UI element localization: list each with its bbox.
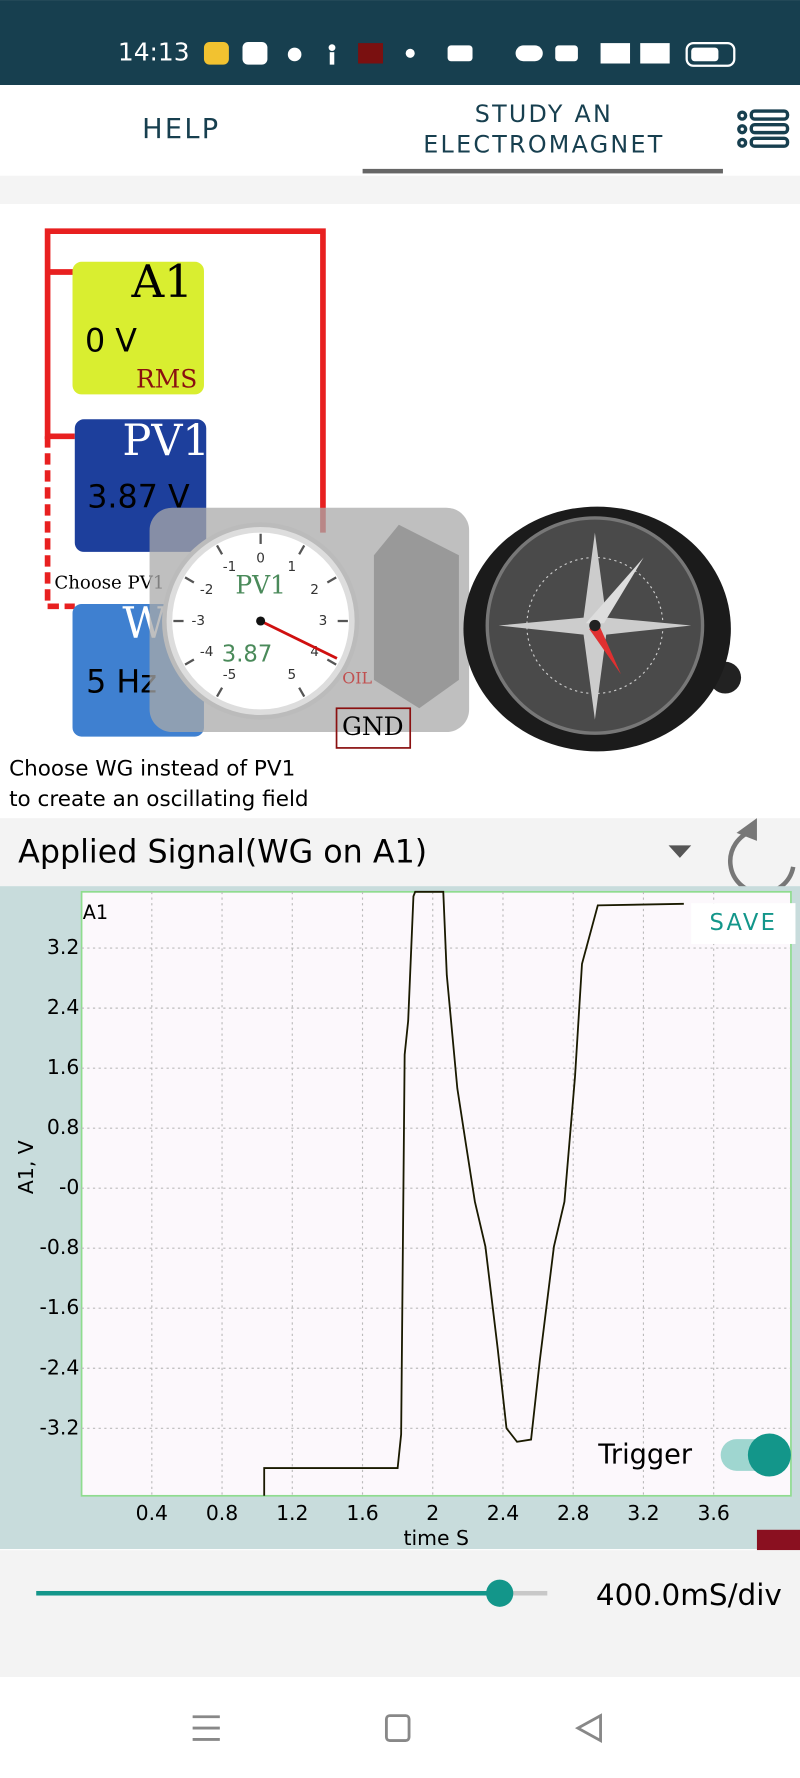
gauge-tick bbox=[184, 576, 195, 584]
x-tick-label: 2.8 bbox=[557, 1501, 589, 1525]
gauge-tick-label: 1 bbox=[287, 559, 296, 575]
y-tick-label: -0.8 bbox=[40, 1235, 80, 1259]
a1-value: 0 V bbox=[85, 323, 137, 359]
gauge-tick-label: 2 bbox=[310, 582, 319, 598]
gauge-hub bbox=[256, 616, 266, 626]
divider bbox=[0, 175, 800, 205]
signal-line bbox=[263, 890, 684, 1496]
plot-header bbox=[0, 818, 800, 887]
gauge-tick bbox=[326, 658, 337, 666]
y-tick-label: 1.6 bbox=[47, 1055, 79, 1079]
y-tick-label: 0.8 bbox=[47, 1115, 79, 1139]
a1-mode: RMS bbox=[136, 364, 197, 393]
x-tick-label: 1.6 bbox=[346, 1501, 378, 1525]
plot-area bbox=[80, 890, 792, 1497]
nav-bar bbox=[0, 1677, 800, 1778]
gauge-tick bbox=[298, 687, 306, 698]
trigger-knob bbox=[747, 1433, 791, 1477]
reset-button[interactable] bbox=[728, 828, 796, 896]
gauge-tick-label: -3 bbox=[192, 613, 206, 629]
gauge-needle bbox=[260, 619, 338, 660]
help-tab[interactable]: HELP bbox=[142, 114, 220, 145]
study-tab[interactable]: ELECTROMAGNET bbox=[423, 131, 664, 159]
dropdown-arrow[interactable] bbox=[668, 845, 692, 858]
y-tick-label: 2.4 bbox=[47, 995, 79, 1019]
y-tick-label: -1.6 bbox=[40, 1295, 80, 1319]
x-axis-label: time S bbox=[404, 1526, 469, 1550]
menu-button[interactable] bbox=[737, 109, 790, 148]
slider-fill bbox=[36, 1590, 500, 1596]
gnd-label: GND bbox=[342, 712, 404, 741]
y-axis-label: A1, V bbox=[14, 1140, 38, 1194]
knob[interactable] bbox=[373, 524, 459, 709]
gauge-tick-label: -4 bbox=[200, 644, 214, 660]
compass bbox=[463, 506, 742, 752]
y-tick-label: 3.2 bbox=[47, 935, 79, 959]
clock: 14:13 bbox=[118, 37, 190, 66]
y-tick-label: -0 bbox=[59, 1175, 79, 1199]
reset-arrow bbox=[736, 818, 757, 841]
save-label: SAVE bbox=[709, 910, 777, 936]
gauge-reading: 3.87 bbox=[222, 642, 272, 668]
gauge-tick-label: 0 bbox=[256, 551, 265, 567]
plot-title[interactable]: Applied Signal(WG on A1) bbox=[18, 834, 427, 870]
gauge-tick-label: -2 bbox=[200, 582, 214, 598]
x-tick-label: 3.2 bbox=[627, 1501, 659, 1525]
gauge-tick bbox=[184, 658, 195, 666]
status-icons bbox=[203, 41, 736, 67]
nav-buttons[interactable] bbox=[192, 1713, 602, 1743]
x-tick-label: 2 bbox=[426, 1501, 439, 1525]
status-bar bbox=[0, 0, 800, 86]
a1-widget[interactable] bbox=[72, 261, 204, 395]
timebase: 400.0mS/div bbox=[596, 1578, 782, 1612]
tab-bar bbox=[0, 85, 800, 176]
pv1-name: PV1 bbox=[122, 416, 209, 466]
tab-indicator bbox=[362, 168, 723, 174]
x-tick-label: 3.6 bbox=[697, 1501, 729, 1525]
y-tick-label: -2.4 bbox=[40, 1355, 80, 1379]
trigger-label: Trigger bbox=[597, 1440, 693, 1471]
pv1-hint: Choose PV1 c bbox=[54, 573, 180, 594]
gnd-box bbox=[335, 707, 412, 749]
study-tab[interactable]: STUDY AN bbox=[475, 100, 613, 128]
controls bbox=[0, 1550, 800, 1678]
wg-value: 5 Hz bbox=[86, 664, 157, 700]
gauge-tick bbox=[326, 576, 337, 584]
gauge-tick bbox=[216, 544, 224, 555]
hint-line: to create an oscillating field bbox=[9, 787, 309, 812]
series-label: A1 bbox=[83, 901, 108, 924]
slider-thumb[interactable] bbox=[486, 1579, 514, 1607]
y-tick-label: -3.2 bbox=[40, 1415, 80, 1439]
save-button[interactable] bbox=[691, 903, 796, 944]
coil-label: OIL bbox=[342, 668, 372, 687]
x-tick-label: 2.4 bbox=[487, 1501, 519, 1525]
hint-line: Choose WG instead of PV1 bbox=[9, 756, 295, 781]
x-tick-label: 0.8 bbox=[206, 1501, 238, 1525]
x-tick-label: 0.4 bbox=[136, 1501, 168, 1525]
gauge-tick bbox=[298, 544, 306, 555]
a1-name: A1 bbox=[130, 255, 193, 308]
gauge-tick-label: 5 bbox=[287, 667, 296, 683]
x-tick-label: 1.2 bbox=[276, 1501, 308, 1525]
circuit-wires bbox=[44, 228, 326, 610]
gauge-label: PV1 bbox=[235, 571, 286, 600]
gauge-tick-label: 3 bbox=[319, 613, 328, 629]
color-chip bbox=[756, 1529, 800, 1551]
gauge-tick-label: 4 bbox=[310, 644, 319, 660]
gauge-tick bbox=[216, 687, 224, 698]
gauge-tick-label: -5 bbox=[223, 667, 237, 683]
gauge-tick-label: -1 bbox=[223, 559, 237, 575]
